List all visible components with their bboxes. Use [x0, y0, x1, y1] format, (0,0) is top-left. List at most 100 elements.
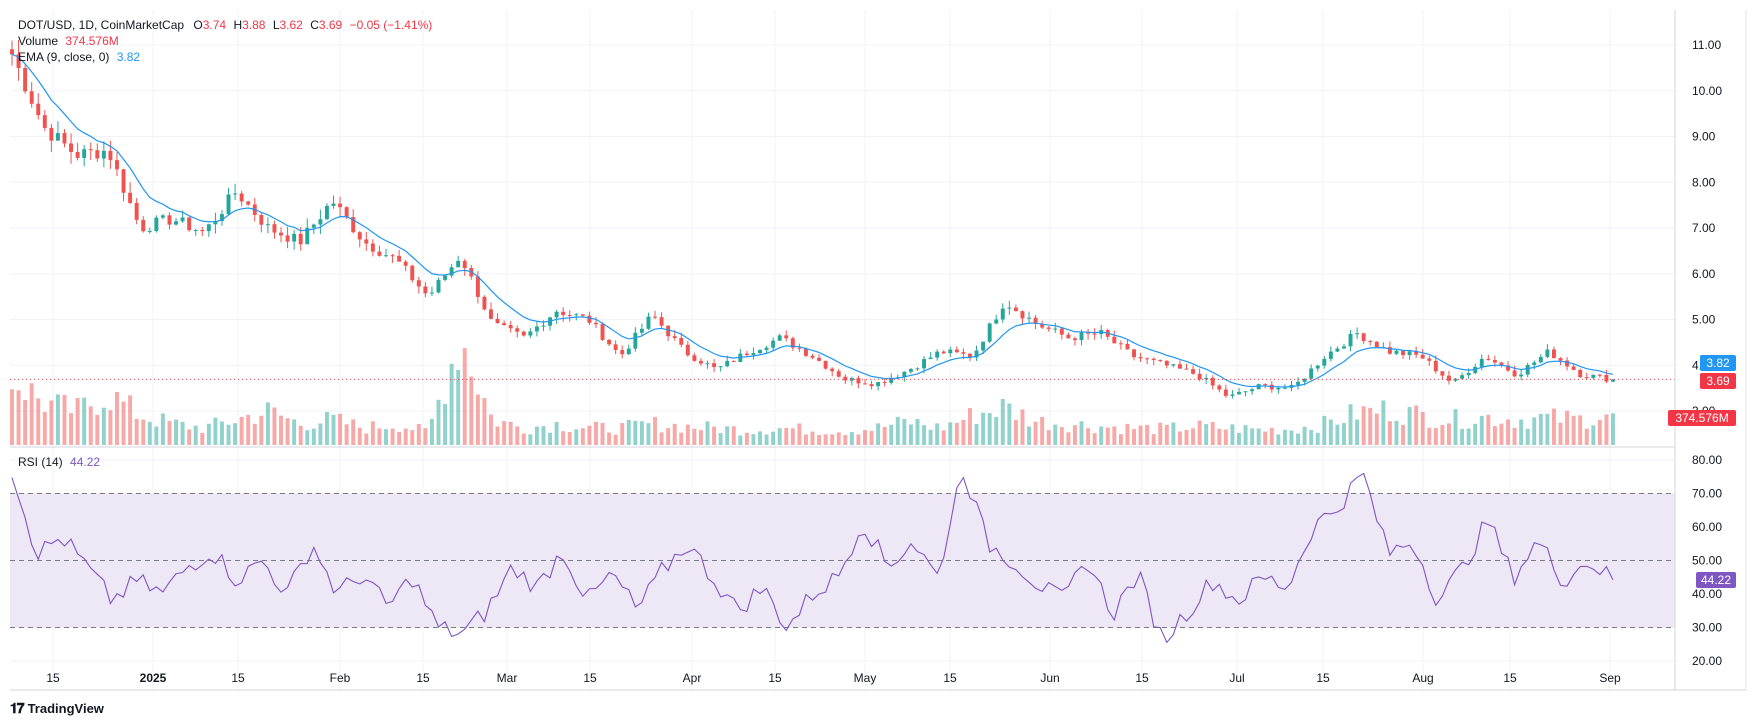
candle-body [1433, 360, 1438, 372]
candle-body [994, 319, 999, 324]
volume-bar [1499, 423, 1504, 445]
candle-body [495, 318, 500, 324]
candle-body [449, 267, 454, 276]
volume-bar [331, 414, 336, 445]
candle-body [817, 357, 822, 361]
candle-body [259, 214, 264, 225]
volume-bar [1013, 419, 1018, 445]
candle-body [1217, 385, 1222, 390]
volume-bar [1506, 419, 1510, 445]
candle-body [1591, 374, 1596, 378]
candle-body [961, 352, 966, 354]
volume-bar [285, 418, 290, 445]
candle-body [357, 232, 362, 240]
time-tick-label: 15 [416, 671, 430, 685]
volume-bar [567, 431, 572, 445]
volume-bar [994, 417, 999, 445]
volume-bar [55, 394, 60, 445]
volume-bar [561, 431, 566, 445]
rsi-axis[interactable]: 80.00 70.00 60.00 50.00 40.00 30.00 20.00 [1692, 453, 1722, 668]
rsi-polyline [11, 472, 1614, 644]
volume-bar [311, 428, 316, 445]
volume-bar [259, 415, 264, 445]
ema-legend[interactable]: EMA (9, close, 0) 3.82 [18, 50, 140, 64]
symbol-legend[interactable]: DOT/USD, 1D, CoinMarketCap O3.74 H3.88 L… [18, 18, 432, 32]
volume-bar [279, 415, 283, 445]
candle-body [101, 150, 106, 159]
time-tick-label: 15 [943, 671, 957, 685]
volume-bar [685, 424, 690, 445]
candle-body [968, 353, 972, 358]
ema-price-tag: 3.82 [1700, 355, 1736, 371]
volume-bar [1558, 422, 1563, 445]
volume-legend[interactable]: Volume 374.576M [18, 34, 119, 48]
volume-bar [1342, 423, 1346, 445]
candle-body [528, 331, 533, 336]
volume-bar [803, 434, 808, 445]
time-tick-label: Feb [330, 671, 351, 685]
candle-body [36, 103, 41, 116]
candle-body [1492, 359, 1497, 363]
time-tick-label: Jul [1229, 671, 1244, 685]
volume-bar [298, 425, 303, 445]
volume-bar [1250, 428, 1255, 445]
volume-bar [49, 400, 54, 445]
candle-body [239, 193, 244, 202]
volume-bar [1125, 423, 1130, 445]
volume-bar [62, 394, 67, 445]
volume-bar [1348, 404, 1353, 445]
volume-tag: 374.576M [1668, 410, 1736, 426]
candle-body [311, 224, 316, 228]
candle-body [679, 337, 684, 345]
candle-body [974, 350, 979, 358]
candle-body [1551, 349, 1556, 359]
volume-bar [390, 428, 395, 445]
time-tick-label: 15 [1316, 671, 1330, 685]
time-tick-label: 2025 [140, 671, 167, 685]
time-axis[interactable]: 15 2025 15 Feb 15 Mar 15 Apr 15 May 15 Jun 15 Jul 15 Au… [46, 671, 1621, 685]
candle-body [1223, 389, 1228, 396]
price-tick-label: 10.00 [1692, 84, 1722, 98]
candle-body [1184, 368, 1189, 370]
candle-body [698, 360, 703, 364]
candle-body [1164, 360, 1169, 366]
candle-body [1558, 358, 1563, 361]
candle-body [502, 323, 507, 326]
volume-bar [771, 431, 776, 445]
volume-bar [554, 421, 559, 445]
candle-body [423, 286, 428, 294]
candle-body [869, 384, 874, 387]
change-value: −0.05 (−1.41%) [349, 18, 433, 32]
price-tick-label: 9.00 [1692, 130, 1716, 144]
volume-bar [115, 392, 119, 445]
candle-body [410, 265, 415, 281]
candle-body [1197, 373, 1202, 380]
low-value: 3.62 [279, 18, 303, 32]
tradingview-brand[interactable]: 𝟏𝟕 TradingView [10, 700, 104, 717]
volume-bar [508, 421, 513, 445]
candle-body [1053, 328, 1058, 330]
rsi-legend[interactable]: RSI (14) 44.22 [18, 455, 100, 469]
volume-bar [1427, 427, 1432, 445]
volume-bar [1230, 424, 1235, 445]
volume-bar [1519, 419, 1524, 445]
volume-bar [180, 421, 185, 445]
volume-bar [1092, 433, 1097, 445]
volume-bar [154, 426, 159, 445]
volume-bar [456, 369, 461, 445]
volume-bar [1269, 427, 1274, 445]
candle-body [751, 353, 756, 356]
candle-body [436, 279, 441, 293]
volume-bar [521, 433, 526, 445]
price-tick-label: 6.00 [1692, 267, 1716, 281]
candle-body [1322, 358, 1327, 366]
candle-body [324, 205, 329, 220]
candle-body [1335, 348, 1340, 352]
volume-bar [1145, 424, 1150, 445]
volume-bar [758, 431, 762, 445]
tradingview-logo-icon: 𝟏𝟕 [10, 700, 25, 716]
volume-bar [515, 426, 520, 445]
candle-body [1118, 343, 1123, 345]
time-tick-label: Jun [1040, 671, 1059, 685]
